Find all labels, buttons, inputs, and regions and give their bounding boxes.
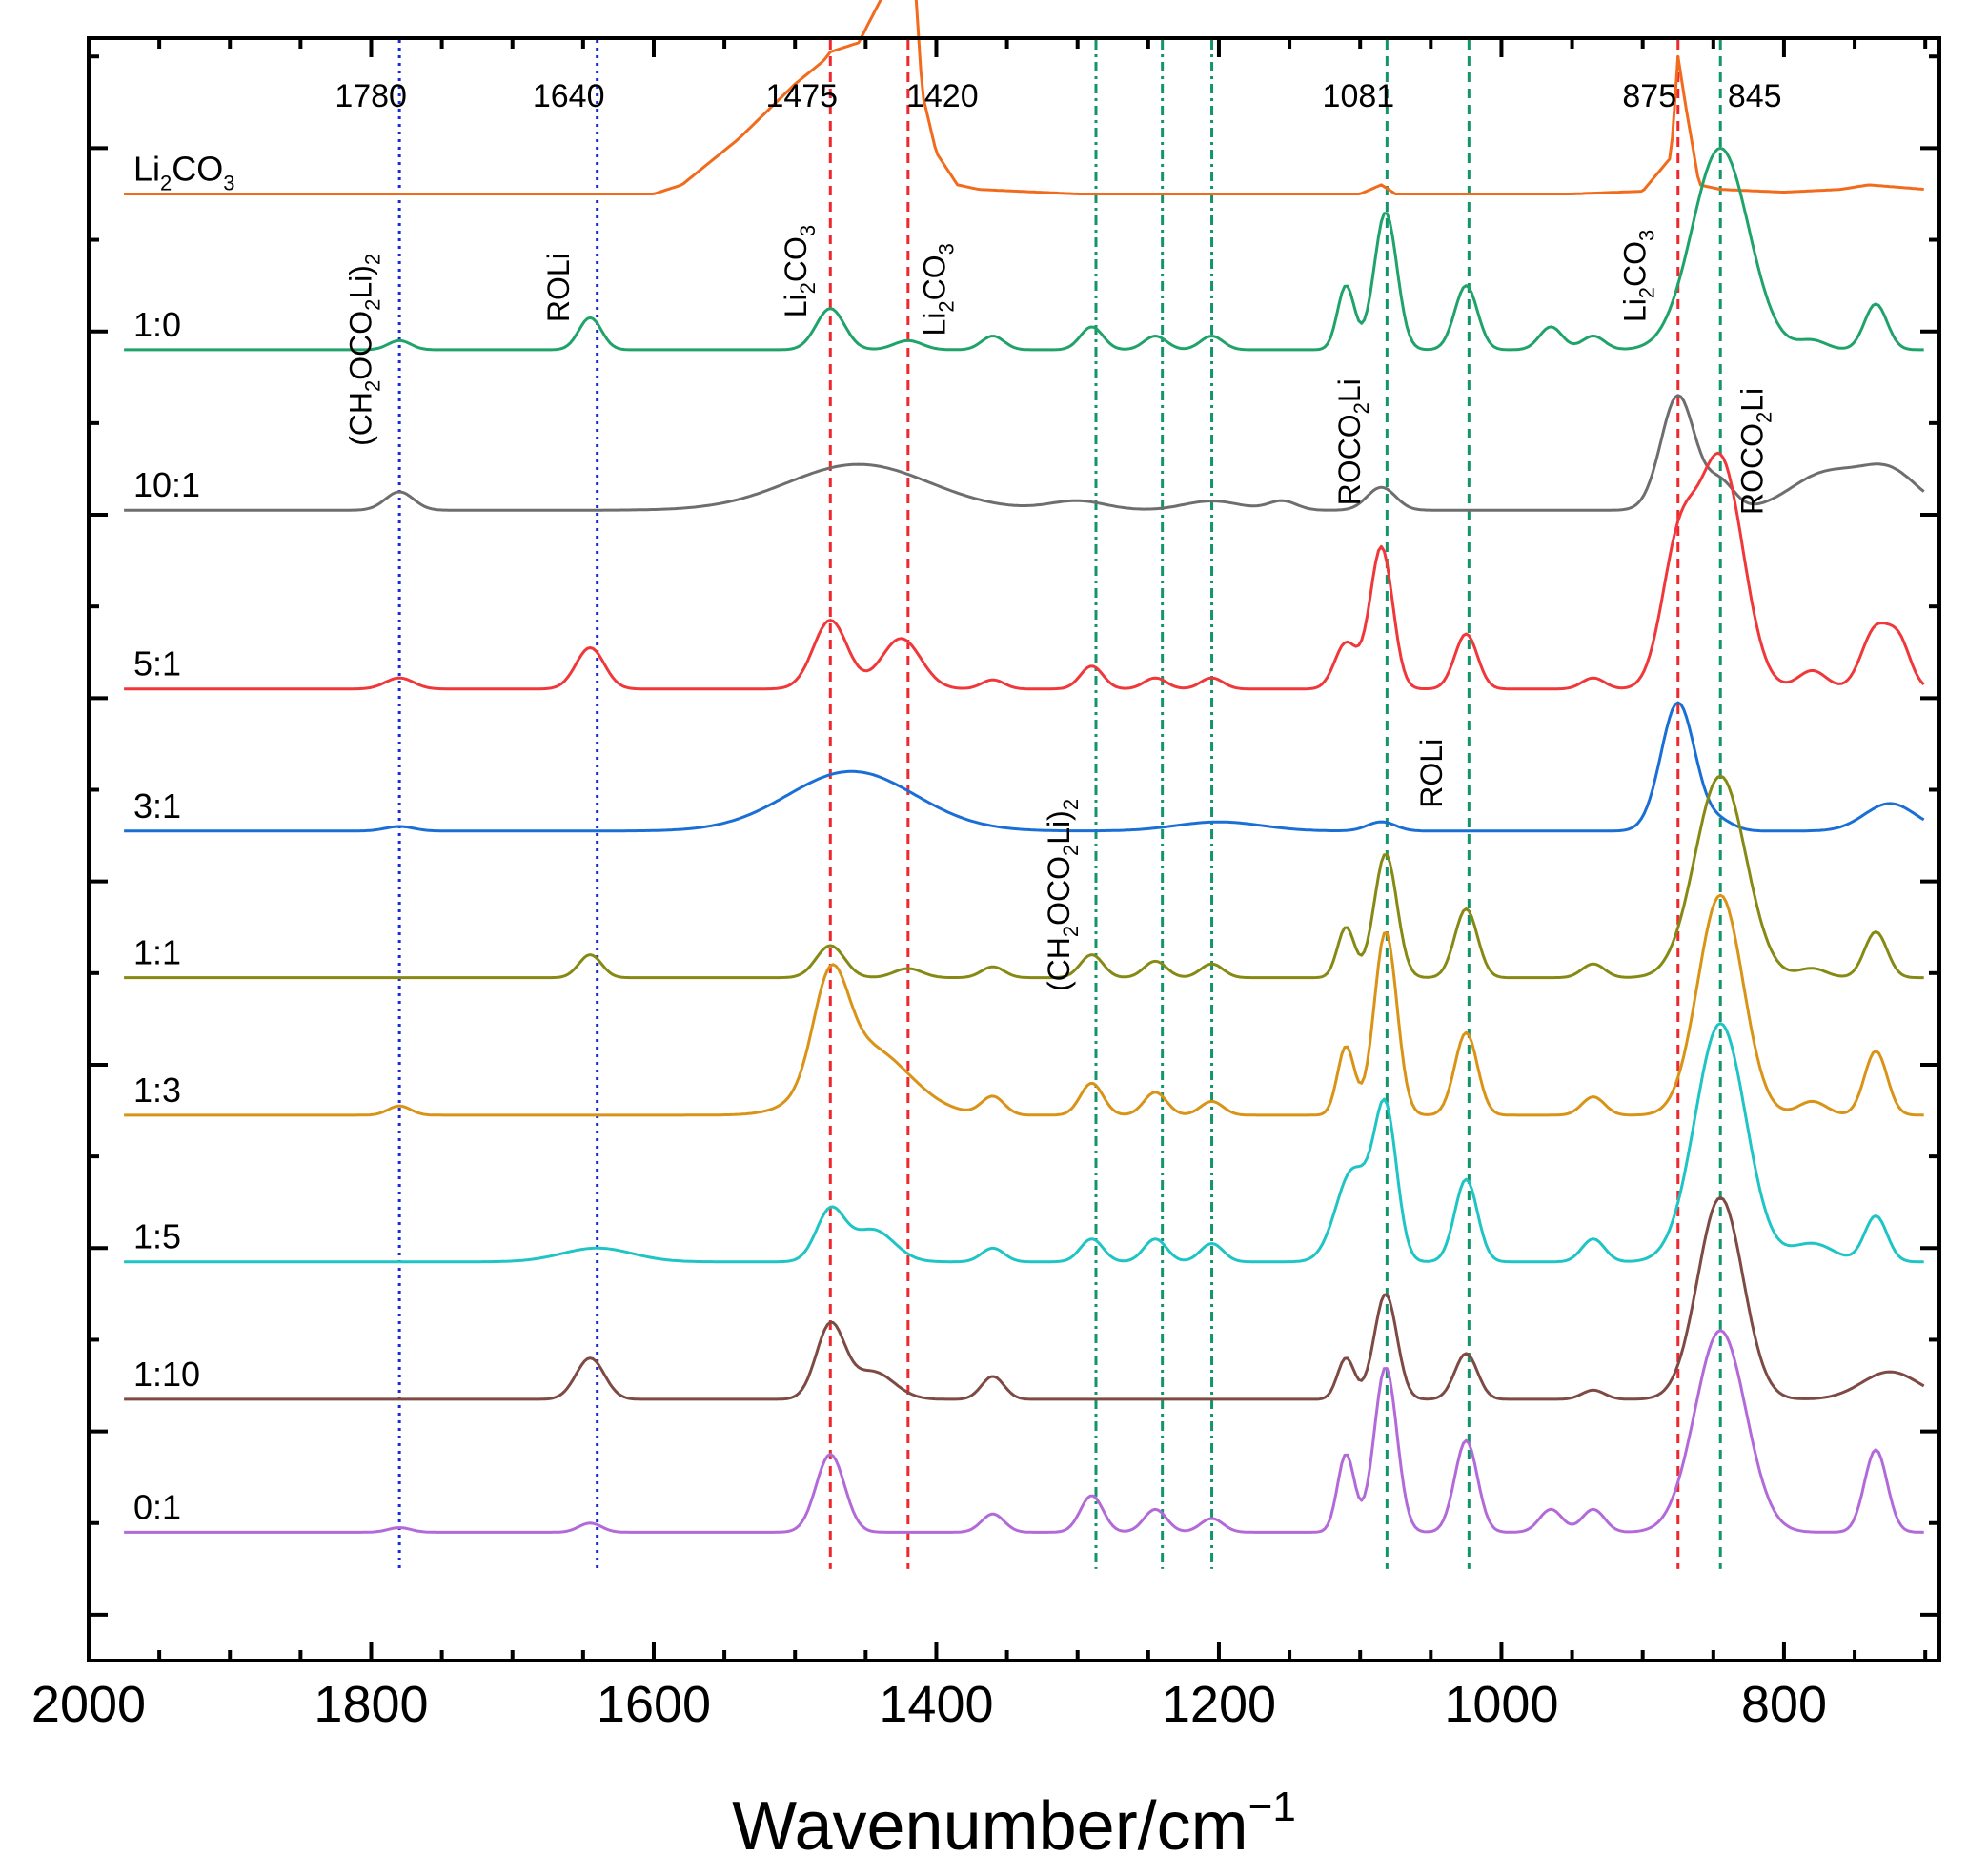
assignment-annotations: (CH2OCO2Li)2 ROLi Li2CO3 Li2CO3 ROCO2Li Li2CO… (344, 225, 1776, 991)
series-labels: Li2CO3 1:0 10:1 5:1 3:1 1:1 1:3 1:5 1:10 0:1 (133, 149, 235, 1526)
wavenumber-label-845: 845 (1728, 78, 1782, 114)
a-roli-mid: ROLi (1414, 739, 1449, 808)
series-line-0-1 (124, 1329, 1924, 1534)
x-axis-title: Wavenumber/cm−1 (732, 1784, 1296, 1865)
spectra-series (124, 0, 1925, 1534)
axis-ticks: 2000 1800 1600 1400 1200 1000 800 (31, 38, 1939, 1733)
series-label: 1:5 (133, 1217, 181, 1256)
series-label: 1:0 (133, 305, 181, 344)
wavenumber-label-875: 875 (1622, 78, 1676, 114)
series-label: 3:1 (133, 786, 181, 826)
series-line-3-1 (124, 701, 1925, 833)
a-ch2oco2li2-left: (CH2OCO2Li)2 (344, 254, 385, 446)
x-tick-label: 1800 (314, 1676, 428, 1733)
axes-frame (87, 36, 1941, 1662)
reference-lines (397, 40, 1722, 1569)
a-ch2oco2li2-mid: (CH2OCO2Li)2 (1042, 799, 1083, 991)
x-tick-label: 1600 (597, 1676, 711, 1733)
series-line-Li2CO3 (124, 0, 1924, 195)
x-tick-label: 1200 (1162, 1676, 1276, 1733)
series-line-5-1 (124, 451, 1925, 691)
x-tick-label: 1000 (1444, 1676, 1558, 1733)
x-tick-label: 2000 (31, 1676, 146, 1733)
a-rocoli-mid: ROCO2Li (1332, 378, 1373, 505)
series-label: 0:1 (133, 1487, 181, 1526)
series-line-1-1 (124, 774, 1924, 980)
x-tick-label: 800 (1741, 1676, 1827, 1733)
a-roli-left: ROLi (541, 253, 576, 322)
wavenumber-label-1640: 1640 (533, 78, 605, 114)
series-label: 1:10 (133, 1355, 200, 1394)
series-label: Li2CO3 (133, 149, 235, 194)
wavenumber-label-1081: 1081 (1323, 78, 1395, 114)
series-line-1-5 (124, 1022, 1924, 1264)
plot-frame (87, 36, 1941, 1662)
a-rocoli-right: ROCO2Li (1735, 388, 1776, 515)
series-label: 10:1 (133, 465, 200, 504)
series-label: 1:1 (133, 933, 181, 972)
series-line-10-1 (124, 394, 1925, 512)
a-li2co3-1420: Li2CO3 (917, 243, 958, 336)
a-li2co3-875: Li2CO3 (1618, 230, 1659, 322)
series-label: 5:1 (133, 644, 181, 683)
wavenumber-label-1420: 1420 (906, 78, 979, 114)
series-label: 1:3 (133, 1071, 181, 1110)
series-line-1-3 (124, 893, 1924, 1117)
wavenumber-label-1780: 1780 (335, 78, 407, 114)
series-line-1-0 (124, 146, 1924, 352)
series-line-1-10 (124, 1195, 1925, 1401)
x-tick-label: 1400 (879, 1676, 993, 1733)
wavenumber-label-1475: 1475 (765, 78, 838, 114)
wavenumber-labels: 1780 1640 1475 1420 1081 875 845 (335, 78, 1781, 114)
a-li2co3-1475: Li2CO3 (779, 225, 820, 317)
